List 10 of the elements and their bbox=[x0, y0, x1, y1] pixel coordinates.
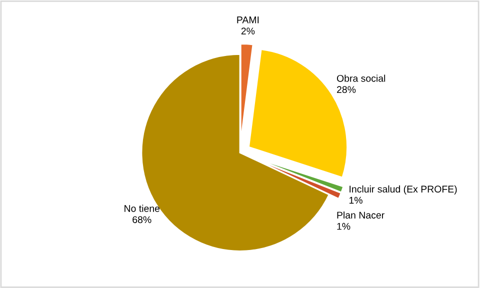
slice-label: No tiene bbox=[124, 204, 160, 212]
slice-label: Obra social bbox=[336, 74, 386, 82]
slice-label: PAMI bbox=[237, 16, 259, 24]
data-label: 2% bbox=[241, 28, 255, 34]
data-label: 28% bbox=[337, 86, 356, 94]
data-label: 68% bbox=[132, 216, 152, 224]
data-label: 1% bbox=[337, 222, 350, 230]
data-label: 1% bbox=[349, 196, 362, 204]
slice-label: Plan Nacer bbox=[337, 211, 384, 219]
slice-label: Incluir salud (Ex PROFE) bbox=[350, 185, 457, 194]
